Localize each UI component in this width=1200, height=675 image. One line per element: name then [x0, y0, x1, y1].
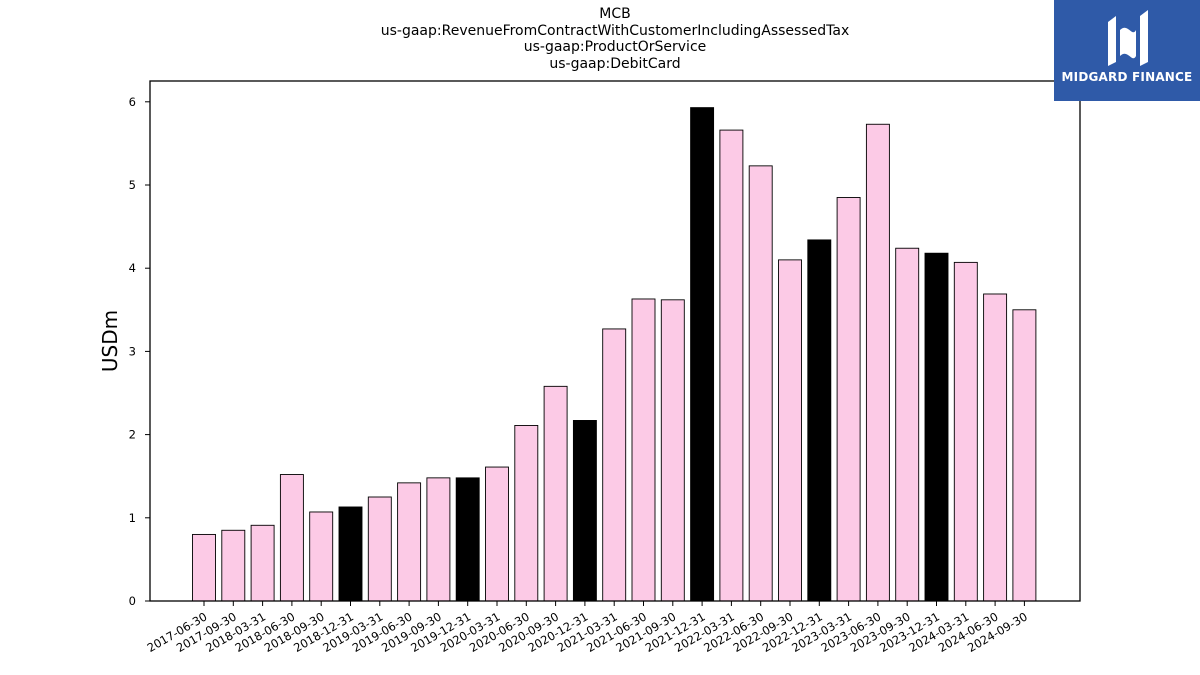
bar-2021-06-30 — [631, 298, 656, 602]
bar-2024-03-31 — [953, 261, 978, 602]
bar-2020-06-30 — [514, 425, 539, 602]
bar-2018-06-30 — [279, 474, 304, 602]
y-tick-label: 1 — [129, 511, 136, 525]
bar-2022-09-30 — [778, 259, 802, 602]
brand-logo: MIDGARD FINANCE — [1054, 0, 1200, 101]
y-tick-label: 0 — [129, 594, 136, 608]
bar-2021-03-31 — [602, 328, 627, 602]
bar-2022-03-31 — [719, 129, 744, 602]
bar-2022-12-31 — [807, 239, 832, 602]
bar-2018-03-31 — [250, 524, 275, 602]
chart-title-line-2: us-gaap:RevenueFromContractWithCustomerI… — [380, 23, 850, 39]
y-tick-label: 3 — [129, 344, 136, 358]
bar-2017-09-30 — [221, 529, 246, 602]
bar-2017-06-30 — [192, 533, 216, 602]
bar-2019-09-30 — [426, 477, 451, 602]
bar-2021-09-30 — [660, 299, 685, 602]
y-axis: 0 1 2 3 4 5 6 — [129, 95, 150, 608]
bar-2023-03-31 — [836, 197, 861, 602]
bar-2022-06-30 — [748, 165, 773, 602]
y-axis-label: USDm — [98, 310, 122, 372]
y-tick-label: 2 — [129, 428, 136, 442]
y-tick-label: 6 — [129, 95, 136, 109]
bar-2023-12-31 — [924, 252, 949, 602]
bar-2019-06-30 — [397, 482, 422, 602]
bar-2023-06-30 — [865, 123, 890, 602]
mf-monogram-icon — [1108, 10, 1148, 66]
bar-2023-09-30 — [895, 247, 920, 602]
bar-2024-09-30 — [1012, 309, 1037, 602]
chart-title-line-4: us-gaap:DebitCard — [549, 56, 681, 72]
chart-title-line-1: MCB — [599, 6, 631, 22]
x-axis: 2017-06-302017-09-302018-03-312018-06-30… — [145, 601, 1030, 655]
bar-2018-09-30 — [309, 511, 334, 602]
brand-name: MIDGARD FINANCE — [1061, 70, 1193, 84]
y-tick-label: 5 — [129, 178, 136, 192]
bar-2021-12-31 — [690, 107, 715, 602]
bar-2018-12-31 — [338, 506, 363, 602]
bars-group — [192, 107, 1037, 602]
bar-2019-03-31 — [367, 496, 392, 602]
bar-2020-12-31 — [572, 420, 597, 602]
chart-title-line-3: us-gaap:ProductOrService — [523, 39, 707, 55]
y-tick-label: 4 — [129, 261, 136, 275]
bar-2019-12-31 — [455, 477, 480, 602]
bar-2020-09-30 — [543, 385, 568, 602]
plot-frame — [149, 80, 1081, 602]
bar-2024-06-30 — [983, 293, 1008, 602]
bar-2020-03-31 — [485, 466, 509, 602]
